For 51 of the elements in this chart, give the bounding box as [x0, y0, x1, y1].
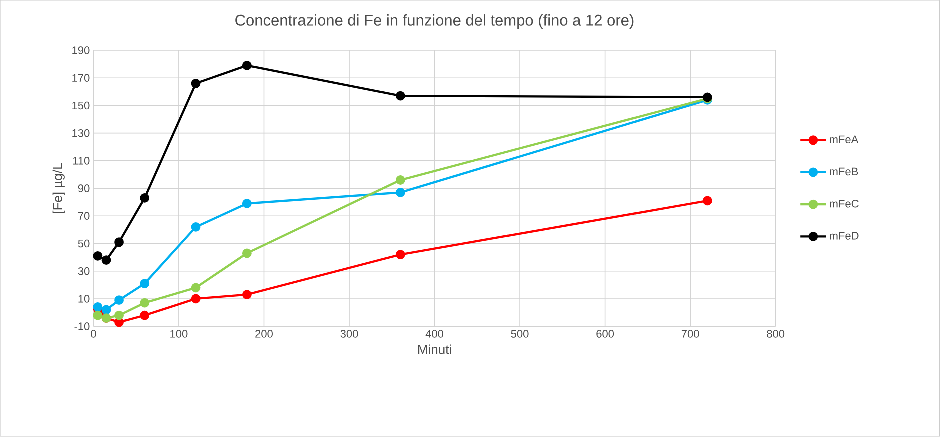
point — [242, 199, 252, 208]
y-tick-label: 30 — [78, 268, 90, 276]
legend-label: mFeA — [830, 136, 859, 144]
point — [114, 238, 124, 248]
x-tick-label: 200 — [256, 330, 273, 338]
legend-label: mFeC — [830, 200, 859, 208]
y-tick-label: 70 — [78, 212, 90, 220]
y-tick-label: 110 — [73, 157, 90, 165]
x-tick-label: 500 — [511, 330, 529, 338]
point — [191, 78, 201, 88]
point — [93, 252, 103, 261]
x-tick-label: 700 — [682, 330, 700, 338]
point — [93, 310, 103, 320]
legend-label: mFeD — [830, 232, 859, 240]
y-axis-title: [Fe] µg/L — [52, 163, 65, 214]
x-tick-label: 400 — [426, 330, 444, 338]
y-tick-label: -10 — [74, 322, 90, 331]
point — [242, 248, 252, 258]
point — [102, 256, 112, 266]
point — [140, 279, 150, 289]
point — [191, 222, 201, 232]
point — [191, 283, 201, 293]
point — [702, 196, 712, 206]
x-tick-label: 600 — [596, 330, 614, 338]
y-tick-label: 90 — [78, 184, 90, 192]
x-tick-label: 800 — [767, 330, 785, 338]
point — [242, 290, 252, 300]
y-tick-label: 190 — [72, 46, 90, 54]
legend-label: mFeB — [830, 168, 858, 176]
point — [140, 310, 150, 320]
chart-title: Concentrazione di Fe in funzione del tempo (fino a 12 ore) — [236, 14, 634, 30]
point — [396, 188, 406, 198]
point — [396, 250, 406, 260]
y-tick-label: 130 — [72, 129, 90, 138]
point — [140, 298, 150, 308]
point — [396, 176, 406, 186]
point — [102, 305, 112, 315]
point — [242, 61, 252, 70]
y-tick-label: 50 — [78, 240, 90, 248]
x-tick-label: 300 — [340, 330, 358, 338]
x-tick-label: 0 — [91, 330, 96, 338]
y-tick-label: 150 — [72, 102, 90, 110]
x-axis-title: Minuti — [418, 344, 452, 354]
point — [140, 194, 150, 203]
point — [114, 296, 124, 306]
y-tick-label: 170 — [72, 74, 90, 82]
point — [114, 310, 124, 320]
y-tick-label: 10 — [78, 295, 90, 303]
x-tick-label: 100 — [170, 330, 188, 338]
point — [396, 91, 406, 101]
point — [191, 294, 201, 304]
